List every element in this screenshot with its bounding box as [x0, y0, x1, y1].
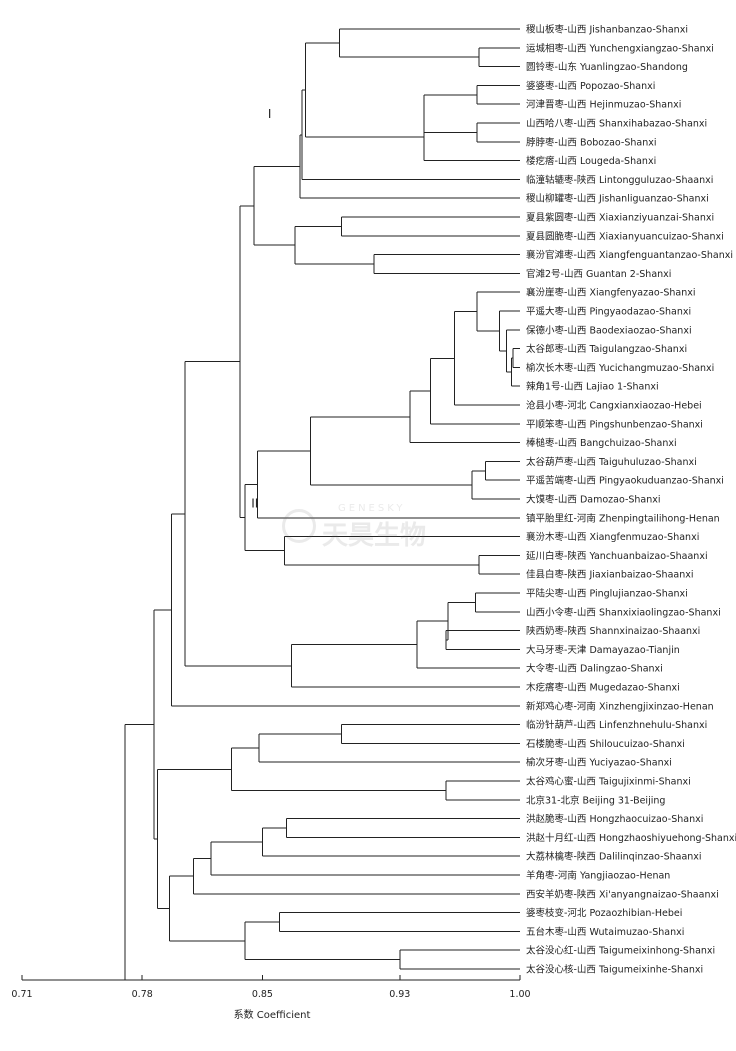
leaf-label: 延川白枣-陕西 Yanchuanbaizao-Shaanxi: [526, 550, 708, 562]
leaf-label: 石楼脆枣-山西 Shiloucuizao-Shanxi: [526, 738, 685, 750]
leaf-label: 山西哈八枣-山西 Shanxihabazao-Shanxi: [526, 118, 707, 130]
leaf-label: 临潼轱辘枣-陕西 Lintongguluzao-Shaanxi: [526, 174, 713, 186]
leaf-label: 大荔林檎枣-陕西 Dalilinqinzao-Shaanxi: [526, 851, 702, 863]
genesky-logo-icon: [282, 509, 316, 543]
watermark-logo: GENESKY 天昊生物: [282, 503, 442, 551]
leaf-label: 太谷没心核-山西 Taigumeixinhe-Shanxi: [526, 964, 703, 976]
leaf-label: 大馍枣-山西 Damozao-Shanxi: [526, 494, 661, 506]
leaf-label: 五台木枣-山西 Wutaimuzao-Shanxi: [526, 926, 684, 938]
leaf-label: 稷山柳罐枣-山西 Jishanliguanzao-Shanxi: [526, 193, 709, 205]
leaf-label: 佳县白枣-陕西 Jiaxianbaizao-Shaanxi: [526, 569, 694, 581]
leaf-label: 西安羊奶枣-陕西 Xi'anyangnaizao-Shaanxi: [526, 888, 719, 900]
leaf-label: 沧县小枣-河北 Cangxianxiaozao-Hebei: [526, 400, 702, 412]
leaf-label: 太谷鸡心蜜-山西 Taigujixinmi-Shanxi: [526, 776, 691, 788]
leaf-label: 河津晋枣-山西 Hejinmuzao-Shanxi: [526, 99, 681, 111]
leaf-label: 榆次长木枣-山西 Yucichangmuzao-Shanxi: [526, 362, 714, 374]
leaf-label: 襄汾官滩枣-山西 Xiangfenguantanzao-Shanxi: [526, 249, 733, 261]
x-tick-label: 0.78: [132, 989, 153, 1000]
watermark-english: GENESKY: [338, 503, 406, 514]
leaf-label: 太谷葫芦枣-山西 Taiguhuluzao-Shanxi: [526, 456, 697, 468]
leaf-label: 官滩2号-山西 Guantan 2-Shanxi: [526, 268, 671, 280]
leaf-label: 楼疙瘩-山西 Lougeda-Shanxi: [526, 155, 656, 167]
leaf-label: 夏县圆脆枣-山西 Xiaxianyuancuizao-Shanxi: [526, 230, 724, 242]
leaf-label: 辣角1号-山西 Lajiao 1-Shanxi: [526, 381, 659, 393]
leaf-label: 襄汾崖枣-山西 Xiangfenyazao-Shanxi: [526, 287, 696, 299]
leaf-label: 平遥大枣-山西 Pingyaodazao-Shanxi: [526, 306, 691, 318]
leaf-label: 临汾针葫芦-山西 Linfenzhnehulu-Shanxi: [526, 719, 707, 731]
leaf-label: 保德小枣-山西 Baodexiaozao-Shanxi: [526, 324, 692, 336]
leaf-label: 木疙瘩枣-山西 Mugedazao-Shanxi: [526, 682, 680, 694]
x-tick-label: 0.93: [389, 989, 410, 1000]
leaf-label: 新郑鸡心枣-河南 Xinzhengjixinzao-Henan: [526, 700, 714, 712]
x-axis-title: 系数 Coefficient: [234, 1008, 311, 1021]
leaf-label: 平陆尖枣-山西 Pinglujianzao-Shanxi: [526, 588, 688, 600]
leaf-label: 婆婆枣-山西 Popozao-Shanxi: [526, 80, 655, 92]
leaf-label: 婆枣枝变-河北 Pozaozhibian-Hebei: [526, 907, 682, 919]
x-tick-label: 1.00: [509, 989, 530, 1000]
leaf-label: 运城相枣-山西 Yunchengxiangzao-Shanxi: [526, 42, 714, 54]
leaf-label: 羊角枣-河南 Yangjiaozao-Henan: [526, 870, 670, 882]
leaf-label: 平遥苦端枣-山西 Pingyaokuduanzao-Shanxi: [526, 475, 724, 487]
leaf-label: 襄汾木枣-山西 Xiangfenmuzao-Shanxi: [526, 531, 699, 543]
cluster-label-II: II: [251, 497, 258, 511]
leaf-label: 脖脖枣-山西 Bobozao-Shanxi: [526, 136, 657, 148]
leaf-label: 陕西奶枣-陕西 Shannxinaizao-Shaanxi: [526, 625, 700, 637]
leaf-label: 太谷郎枣-山西 Taigulangzao-Shanxi: [526, 343, 687, 355]
leaf-label: 大马牙枣-天津 Damayazao-Tianjin: [526, 644, 680, 656]
watermark-chinese: 天昊生物: [322, 521, 427, 551]
leaf-label: 榆次牙枣-山西 Yuciyazao-Shanxi: [526, 757, 672, 769]
leaf-label: 镇平胎里红-河南 Zhenpingtailihong-Henan: [526, 512, 720, 524]
leaf-label: 稷山板枣-山西 Jishanbanzao-Shanxi: [526, 24, 688, 36]
leaf-label: 棒槌枣-山西 Bangchuizao-Shanxi: [526, 437, 677, 449]
leaf-label: 圆铃枣-山东 Yuanlingzao-Shandong: [526, 61, 688, 73]
x-tick-label: 0.85: [252, 989, 273, 1000]
leaf-label: 大令枣-山西 Dalingzao-Shanxi: [526, 663, 663, 675]
leaf-label: 北京31-北京 Beijing 31-Beijing: [526, 794, 665, 806]
leaf-label: 洪赵十月红-山西 Hongzhaoshiyuehong-Shanxi: [526, 832, 736, 844]
leaf-label: 夏县紫圆枣-山西 Xiaxianziyuanzai-Shanxi: [526, 213, 714, 224]
leaf-label: 洪赵脆枣-山西 Hongzhaocuizao-Shanxi: [526, 813, 703, 825]
leaf-label: 山西小令枣-山西 Shanxixiaolingzao-Shanxi: [526, 606, 721, 618]
cluster-label-I: I: [268, 107, 272, 121]
leaf-label: 太谷没心红-山西 Taigumeixinhong-Shanxi: [526, 945, 715, 957]
x-tick-label: 0.71: [11, 989, 32, 1000]
leaf-label: 平顺笨枣-山西 Pingshunbenzao-Shanxi: [526, 418, 703, 430]
